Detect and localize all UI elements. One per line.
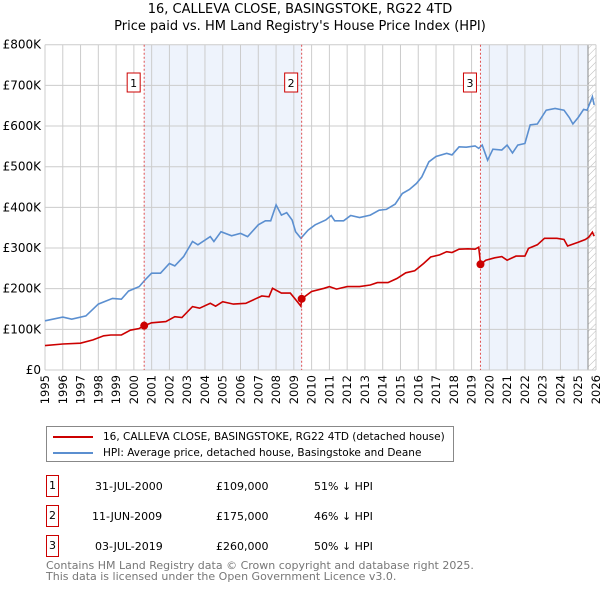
sale-row: 2 11-JUN-2009 £175,000 46% ↓ HPI — [46, 505, 446, 529]
y-tick-label: £0 — [26, 363, 41, 377]
sale-label: 2 — [288, 77, 295, 90]
x-tick-label: 2023 — [536, 375, 550, 404]
chart-title: 16, CALLEVA CLOSE, BASINGSTOKE, RG22 4TD — [147, 2, 453, 17]
x-tick-label: 2010 — [305, 375, 319, 404]
sale-price: £109,000 — [216, 480, 269, 493]
sale-hpi-diff: 50% ↓ HPI — [314, 540, 373, 553]
x-tick-label: 2006 — [234, 375, 248, 404]
x-tick-label: 2026 — [589, 375, 600, 404]
x-tick-label: 1996 — [56, 375, 70, 404]
x-tick-label: 2011 — [322, 375, 336, 404]
sale-row: 3 03-JUL-2019 £260,000 50% ↓ HPI — [46, 535, 446, 559]
x-tick-label: 2021 — [500, 375, 514, 404]
legend-label: 16, CALLEVA CLOSE, BASINGSTOKE, RG22 4TD… — [103, 431, 445, 443]
x-tick-label: 1997 — [74, 375, 88, 404]
y-tick-label: £700K — [3, 78, 43, 92]
sale-label-box — [462, 72, 477, 93]
legend-label: HPI: Average price, detached house, Basi… — [103, 447, 422, 459]
y-tick-label: £800K — [3, 38, 43, 52]
legend-item-property: 16, CALLEVA CLOSE, BASINGSTOKE, RG22 4TD… — [53, 430, 445, 444]
x-tick-label: 1998 — [91, 375, 105, 404]
x-tick-label: 2001 — [145, 375, 159, 404]
footer-line-1: Contains HM Land Registry data © Crown c… — [46, 559, 474, 572]
sale-price: £175,000 — [216, 510, 269, 523]
sale-label-box — [284, 72, 299, 93]
legend-swatch-red — [53, 436, 93, 438]
sale-date: 03-JUL-2019 — [95, 540, 163, 553]
chart-subtitle: Price paid vs. HM Land Registry's House … — [114, 19, 486, 34]
sale-label-box — [126, 72, 141, 93]
x-tick-label: 2018 — [447, 375, 461, 404]
x-tick-label: 2002 — [162, 375, 176, 404]
sale-label: 1 — [130, 77, 137, 90]
y-tick-label: £200K — [3, 282, 43, 296]
x-tick-label: 2000 — [127, 375, 141, 404]
y-tick-label: £400K — [3, 200, 43, 214]
sale-point — [297, 294, 306, 303]
sale-badge: 3 — [46, 535, 59, 557]
sale-date: 31-JUL-2000 — [95, 480, 163, 493]
y-tick-label: £500K — [3, 160, 43, 174]
x-tick-label: 2017 — [429, 375, 443, 404]
legend: 16, CALLEVA CLOSE, BASINGSTOKE, RG22 4TD… — [46, 426, 454, 462]
sale-hpi-diff: 51% ↓ HPI — [314, 480, 373, 493]
legend-item-hpi: HPI: Average price, detached house, Basi… — [53, 446, 421, 460]
x-tick-label: 2022 — [518, 375, 532, 404]
sale-badge: 1 — [46, 475, 59, 497]
x-tick-label: 2003 — [180, 375, 194, 404]
x-tick-label: 2009 — [287, 375, 301, 404]
legend-swatch-blue — [53, 452, 93, 454]
sale-hpi-diff: 46% ↓ HPI — [314, 510, 373, 523]
x-tick-label: 2015 — [393, 375, 407, 404]
sale-point — [476, 260, 485, 269]
footer: Contains HM Land Registry data © Crown c… — [46, 560, 474, 582]
x-tick-label: 2012 — [340, 375, 354, 404]
x-tick-label: 1999 — [109, 375, 123, 404]
price-chart: 1995 1996 1997 1998 1999 2000 2001 2002 2003 2004… — [3, 38, 600, 405]
series-line — [44, 230, 595, 347]
footer-line-2: This data is licensed under the Open Gov… — [46, 570, 397, 583]
x-tick-label: 2007 — [251, 375, 265, 404]
y-tick-label: £300K — [3, 241, 43, 255]
x-tick-label: 1995 — [38, 375, 52, 404]
sale-badge: 2 — [46, 505, 59, 527]
series-line — [44, 93, 595, 322]
sale-label: 3 — [466, 77, 473, 90]
sale-date: 11-JUN-2009 — [92, 510, 163, 523]
y-tick-label: £100K — [3, 322, 43, 336]
x-tick-label: 2019 — [465, 375, 479, 404]
sale-point — [140, 321, 149, 330]
x-tick-label: 2020 — [482, 375, 496, 404]
x-tick-label: 2004 — [198, 375, 212, 404]
x-tick-label: 2014 — [376, 375, 390, 404]
x-tick-label: 2013 — [358, 375, 372, 404]
x-tick-label: 2008 — [269, 375, 283, 404]
x-tick-label: 2024 — [553, 375, 567, 404]
x-tick-label: 2005 — [216, 375, 230, 404]
x-tick-label: 2016 — [411, 375, 425, 404]
x-tick-label: 2025 — [571, 375, 585, 404]
sale-price: £260,000 — [216, 540, 269, 553]
y-tick-label: £600K — [3, 119, 43, 133]
sale-row: 1 31-JUL-2000 £109,000 51% ↓ HPI — [46, 475, 446, 499]
